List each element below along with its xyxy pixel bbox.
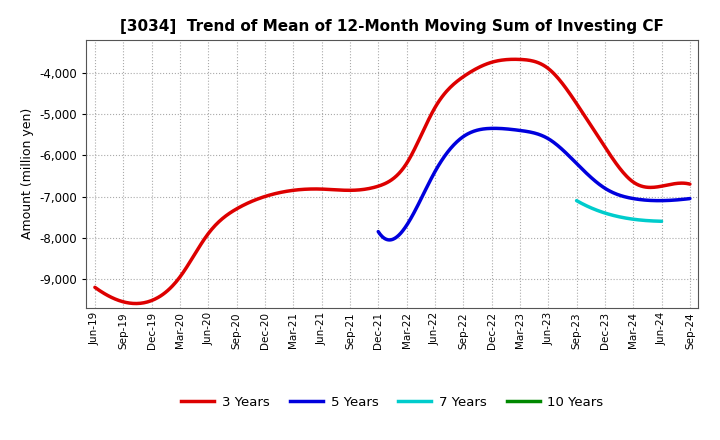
7 Years [613,214,621,219]
3 Years [414,139,423,144]
Line: 3 Years: 3 Years [95,59,690,304]
Line: 5 Years: 5 Years [378,128,690,240]
3 Years [131,301,140,306]
5 Years [680,197,688,202]
3 Years [446,85,454,90]
3 Years [374,183,383,189]
3 Years [674,181,683,186]
3 Years [580,114,589,119]
3 Years [378,182,387,187]
7 Years [655,219,664,224]
5 Years [685,196,694,201]
Title: [3034]  Trend of Mean of 12-Month Moving Sum of Investing CF: [3034] Trend of Mean of 12-Month Moving … [120,19,665,34]
5 Years [490,126,499,131]
5 Years [631,196,639,202]
5 Years [544,136,552,141]
5 Years [385,237,394,242]
3 Years [685,181,694,187]
7 Years [642,218,651,223]
5 Years [374,229,382,234]
7 Years [572,198,581,203]
7 Years [657,219,666,224]
Legend: 3 Years, 5 Years, 7 Years, 10 Years: 3 Years, 5 Years, 7 Years, 10 Years [176,391,609,414]
7 Years [613,214,622,219]
5 Years [561,150,570,155]
5 Years [523,129,532,134]
3 Years [510,57,519,62]
7 Years [623,216,631,221]
3 Years [91,285,99,290]
7 Years [618,215,627,220]
Line: 7 Years: 7 Years [577,201,662,221]
5 Years [525,129,534,135]
Y-axis label: Amount (million yen): Amount (million yen) [21,108,34,239]
